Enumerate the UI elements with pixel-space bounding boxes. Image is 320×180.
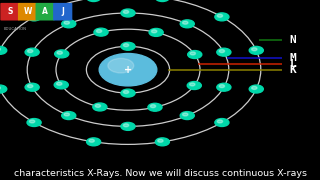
Circle shape: [27, 13, 41, 21]
Circle shape: [252, 48, 257, 51]
Circle shape: [54, 81, 68, 89]
Text: W: W: [23, 7, 32, 16]
Circle shape: [93, 103, 107, 111]
Circle shape: [95, 104, 100, 107]
Circle shape: [89, 139, 94, 142]
Circle shape: [25, 48, 39, 56]
Circle shape: [64, 113, 69, 116]
Circle shape: [108, 58, 134, 73]
Circle shape: [62, 112, 76, 120]
Circle shape: [64, 21, 69, 24]
Circle shape: [158, 139, 163, 142]
Circle shape: [29, 14, 35, 17]
Circle shape: [27, 119, 41, 127]
Circle shape: [151, 30, 157, 33]
Circle shape: [180, 20, 194, 28]
Circle shape: [215, 13, 229, 21]
Circle shape: [188, 51, 202, 58]
Circle shape: [155, 0, 169, 1]
Text: K: K: [290, 65, 296, 75]
Text: +: +: [124, 65, 132, 75]
Circle shape: [94, 28, 108, 36]
Text: EDUCATION: EDUCATION: [3, 27, 26, 31]
Circle shape: [62, 20, 76, 28]
Circle shape: [249, 85, 263, 93]
Text: L: L: [290, 59, 296, 69]
Text: A: A: [42, 7, 48, 16]
Circle shape: [249, 46, 263, 54]
Circle shape: [123, 10, 129, 13]
Text: M: M: [290, 53, 296, 63]
Circle shape: [99, 53, 157, 86]
Circle shape: [29, 120, 35, 123]
Circle shape: [0, 85, 7, 93]
Circle shape: [217, 14, 223, 17]
Circle shape: [121, 89, 135, 97]
Circle shape: [87, 138, 101, 146]
Circle shape: [123, 44, 129, 47]
Circle shape: [183, 113, 188, 116]
Text: N: N: [290, 35, 296, 45]
Circle shape: [0, 46, 7, 54]
Circle shape: [123, 91, 129, 93]
Circle shape: [55, 50, 69, 58]
Circle shape: [148, 103, 162, 111]
Circle shape: [123, 124, 129, 127]
Circle shape: [87, 0, 101, 1]
Circle shape: [121, 122, 135, 130]
Circle shape: [217, 83, 231, 91]
Circle shape: [57, 82, 62, 85]
Circle shape: [219, 85, 225, 88]
Text: S: S: [7, 7, 12, 16]
Circle shape: [183, 21, 188, 24]
Circle shape: [57, 51, 62, 54]
Circle shape: [25, 83, 39, 91]
Circle shape: [180, 112, 194, 120]
Circle shape: [28, 50, 33, 53]
Circle shape: [149, 28, 163, 36]
Circle shape: [155, 138, 169, 146]
Circle shape: [252, 86, 257, 89]
Circle shape: [217, 48, 231, 56]
Circle shape: [28, 85, 33, 88]
Text: characteristics X-Rays. Now we will discuss continuous X-rays: characteristics X-Rays. Now we will disc…: [13, 169, 307, 178]
Circle shape: [121, 9, 135, 17]
Circle shape: [96, 30, 102, 33]
Circle shape: [217, 120, 223, 123]
Circle shape: [190, 83, 195, 86]
Circle shape: [215, 119, 229, 127]
Text: J: J: [61, 7, 64, 16]
Circle shape: [187, 82, 201, 89]
Circle shape: [219, 50, 225, 53]
Circle shape: [121, 42, 135, 50]
Circle shape: [190, 52, 196, 55]
Circle shape: [150, 105, 156, 108]
